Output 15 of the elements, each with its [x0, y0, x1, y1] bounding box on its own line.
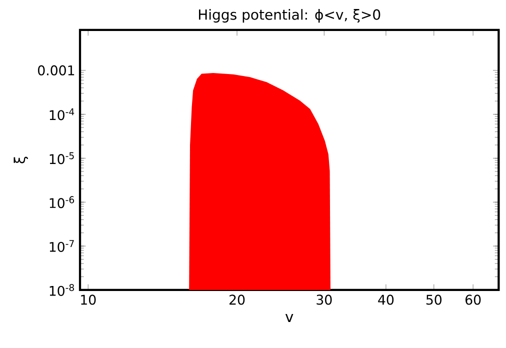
y-tick-label: 10$^{-5}$ — [50, 152, 74, 164]
x-axis-title: v — [285, 314, 294, 322]
y-tick-label: 10$^{-7}$ — [50, 240, 74, 252]
y-tick-label: 10$^{-8}$ — [50, 284, 74, 296]
x-tick-label: 30 — [316, 294, 332, 305]
y-tick-label: 10$^{-6}$ — [50, 196, 74, 208]
y-tick-label: 0.001 — [38, 65, 74, 76]
x-tick-label: 50 — [426, 294, 442, 305]
x-tick-label: 60 — [466, 294, 481, 305]
x-tick-label: 20 — [230, 294, 245, 305]
y-tick-label: 10$^{-4}$ — [50, 108, 74, 120]
x-tick-label: 40 — [378, 294, 394, 305]
y-axis-title: ξ — [14, 156, 28, 164]
x-tick-label: 10 — [81, 294, 96, 305]
chart-title: Higgs potential: ϕ<v, ξ>0 — [198, 9, 380, 23]
